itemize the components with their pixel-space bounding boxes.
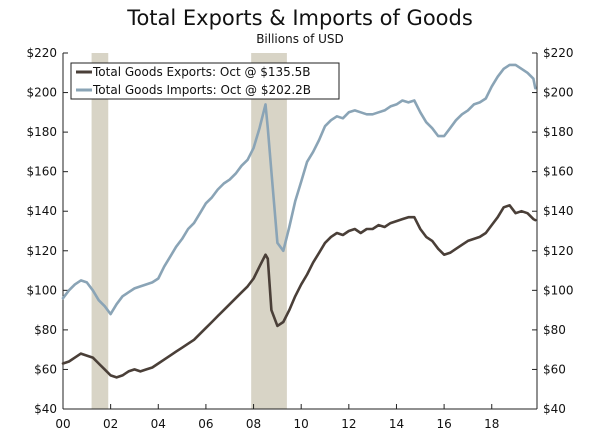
legend-label-exports: Total Goods Exports: Oct @ $135.5B (92, 65, 311, 79)
y-tick-label-left: $220 (26, 46, 57, 60)
y-tick-label-left: $140 (26, 204, 57, 218)
y-tick-label-left: $200 (26, 86, 57, 100)
x-tick-label: 04 (151, 417, 166, 431)
x-tick-label: 02 (103, 417, 118, 431)
y-tick-label-right: $40 (543, 402, 566, 416)
y-tick-label-left: $160 (26, 165, 57, 179)
tick-labels: $40 $40 $60 $60 $80 $80 $100 $100 $120 $120 $140 $1… (26, 46, 573, 431)
legend: Total Goods Exports: Oct @ $135.5B Total… (70, 62, 340, 100)
series-lines (61, 63, 537, 379)
y-tick-label-right: $180 (543, 125, 574, 139)
y-tick-label-right: $80 (543, 323, 566, 337)
recession-bands (91, 53, 287, 409)
series-line-imports (61, 63, 537, 316)
x-tick-label: 08 (246, 417, 261, 431)
x-tick-label: 00 (55, 417, 70, 431)
y-tick-label-left: $120 (26, 244, 57, 258)
y-tick-label-right: $160 (543, 165, 574, 179)
recession-band-1 (91, 53, 109, 409)
legend-box (70, 62, 340, 100)
y-tick-label-right: $220 (543, 46, 574, 60)
y-tick-label-right: $140 (543, 204, 574, 218)
y-tick-label-left: $80 (34, 323, 57, 337)
x-tick-label: 12 (341, 417, 356, 431)
x-tick-label: 16 (436, 417, 451, 431)
x-tick-label: 06 (198, 417, 213, 431)
legend-label-imports: Total Goods Imports: Oct @ $202.2B (92, 83, 311, 97)
y-tick-label-right: $100 (543, 283, 574, 297)
y-tick-label-right: $60 (543, 362, 566, 376)
x-tick-label: 18 (484, 417, 499, 431)
axes (62, 52, 538, 410)
y-tick-label-left: $180 (26, 125, 57, 139)
x-tick-label: 10 (294, 417, 309, 431)
series-line-exports (61, 204, 537, 379)
y-tick-label-right: $120 (543, 244, 574, 258)
y-tick-label-left: $60 (34, 362, 57, 376)
y-tick-label-right: $200 (543, 86, 574, 100)
chart-title: Total Exports & Imports of Goods (127, 6, 473, 30)
chart-subtitle: Billions of USD (256, 32, 344, 46)
x-tick-label: 14 (389, 417, 404, 431)
y-tick-label-left: $100 (26, 283, 57, 297)
recession-band-2 (251, 53, 287, 409)
y-tick-label-left: $40 (34, 402, 57, 416)
